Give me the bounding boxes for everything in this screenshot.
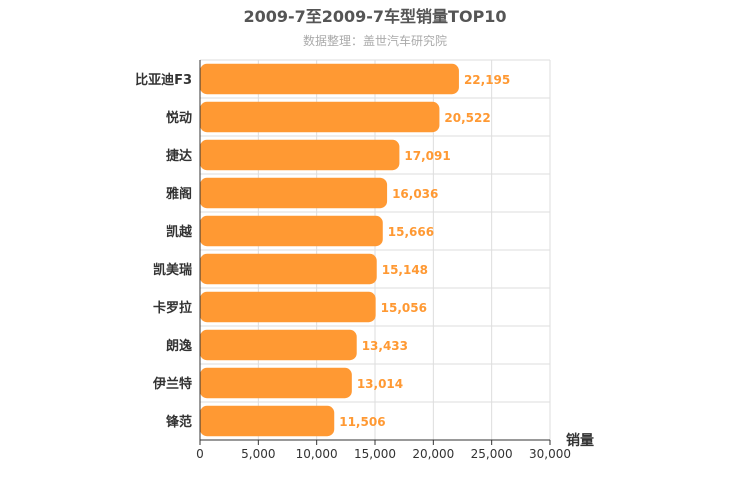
bar <box>200 101 440 133</box>
bar <box>200 63 459 95</box>
y-tick-label: 凯越 <box>166 224 193 240</box>
x-axis-title: 销量 <box>566 432 594 449</box>
data-label: 15,148 <box>382 263 428 277</box>
data-label: 13,433 <box>362 339 408 353</box>
data-label: 17,091 <box>404 149 450 163</box>
x-tick-label: 25,000 <box>471 447 513 461</box>
bar <box>200 329 357 361</box>
x-tick-label: 30,000 <box>529 447 571 461</box>
x-tick-label: 20,000 <box>412 447 454 461</box>
y-tick-label: 捷达 <box>166 148 192 164</box>
bars: 22,195 20,522 17,091 16,036 15,666 15,148 15,0… <box>200 63 510 437</box>
bar <box>200 139 400 171</box>
y-tick-label: 锋范 <box>166 414 192 430</box>
y-tick-label: 朗逸 <box>166 338 192 354</box>
data-label: 16,036 <box>392 187 438 201</box>
chart-subtitle: 数据整理：盖世汽车研究院 <box>303 33 447 48</box>
bar <box>200 291 376 323</box>
bar <box>200 367 352 399</box>
y-tick-label: 卡罗拉 <box>153 300 192 316</box>
data-label: 15,056 <box>381 301 427 315</box>
x-tick-label: 5,000 <box>241 447 275 461</box>
y-tick-label: 凯美瑞 <box>153 262 192 278</box>
bar <box>200 405 335 437</box>
data-label: 20,522 <box>444 111 490 125</box>
data-label: 13,014 <box>357 377 403 391</box>
bar <box>200 253 377 285</box>
y-tick-label: 伊兰特 <box>152 376 192 392</box>
y-tick-label: 雅阁 <box>166 186 192 202</box>
chart-title: 2009-7至2009-7车型销量TOP10 <box>243 7 506 26</box>
y-tick-label: 悦动 <box>166 110 192 126</box>
data-label: 11,506 <box>339 415 385 429</box>
y-tick-label: 比亚迪F3 <box>135 72 192 88</box>
x-tick-label: 0 <box>196 447 204 461</box>
bar <box>200 177 388 209</box>
x-tick-label: 15,000 <box>354 447 396 461</box>
x-tick-label: 10,000 <box>296 447 338 461</box>
data-label: 22,195 <box>464 73 510 87</box>
bar <box>200 215 383 247</box>
data-label: 15,666 <box>388 225 434 239</box>
